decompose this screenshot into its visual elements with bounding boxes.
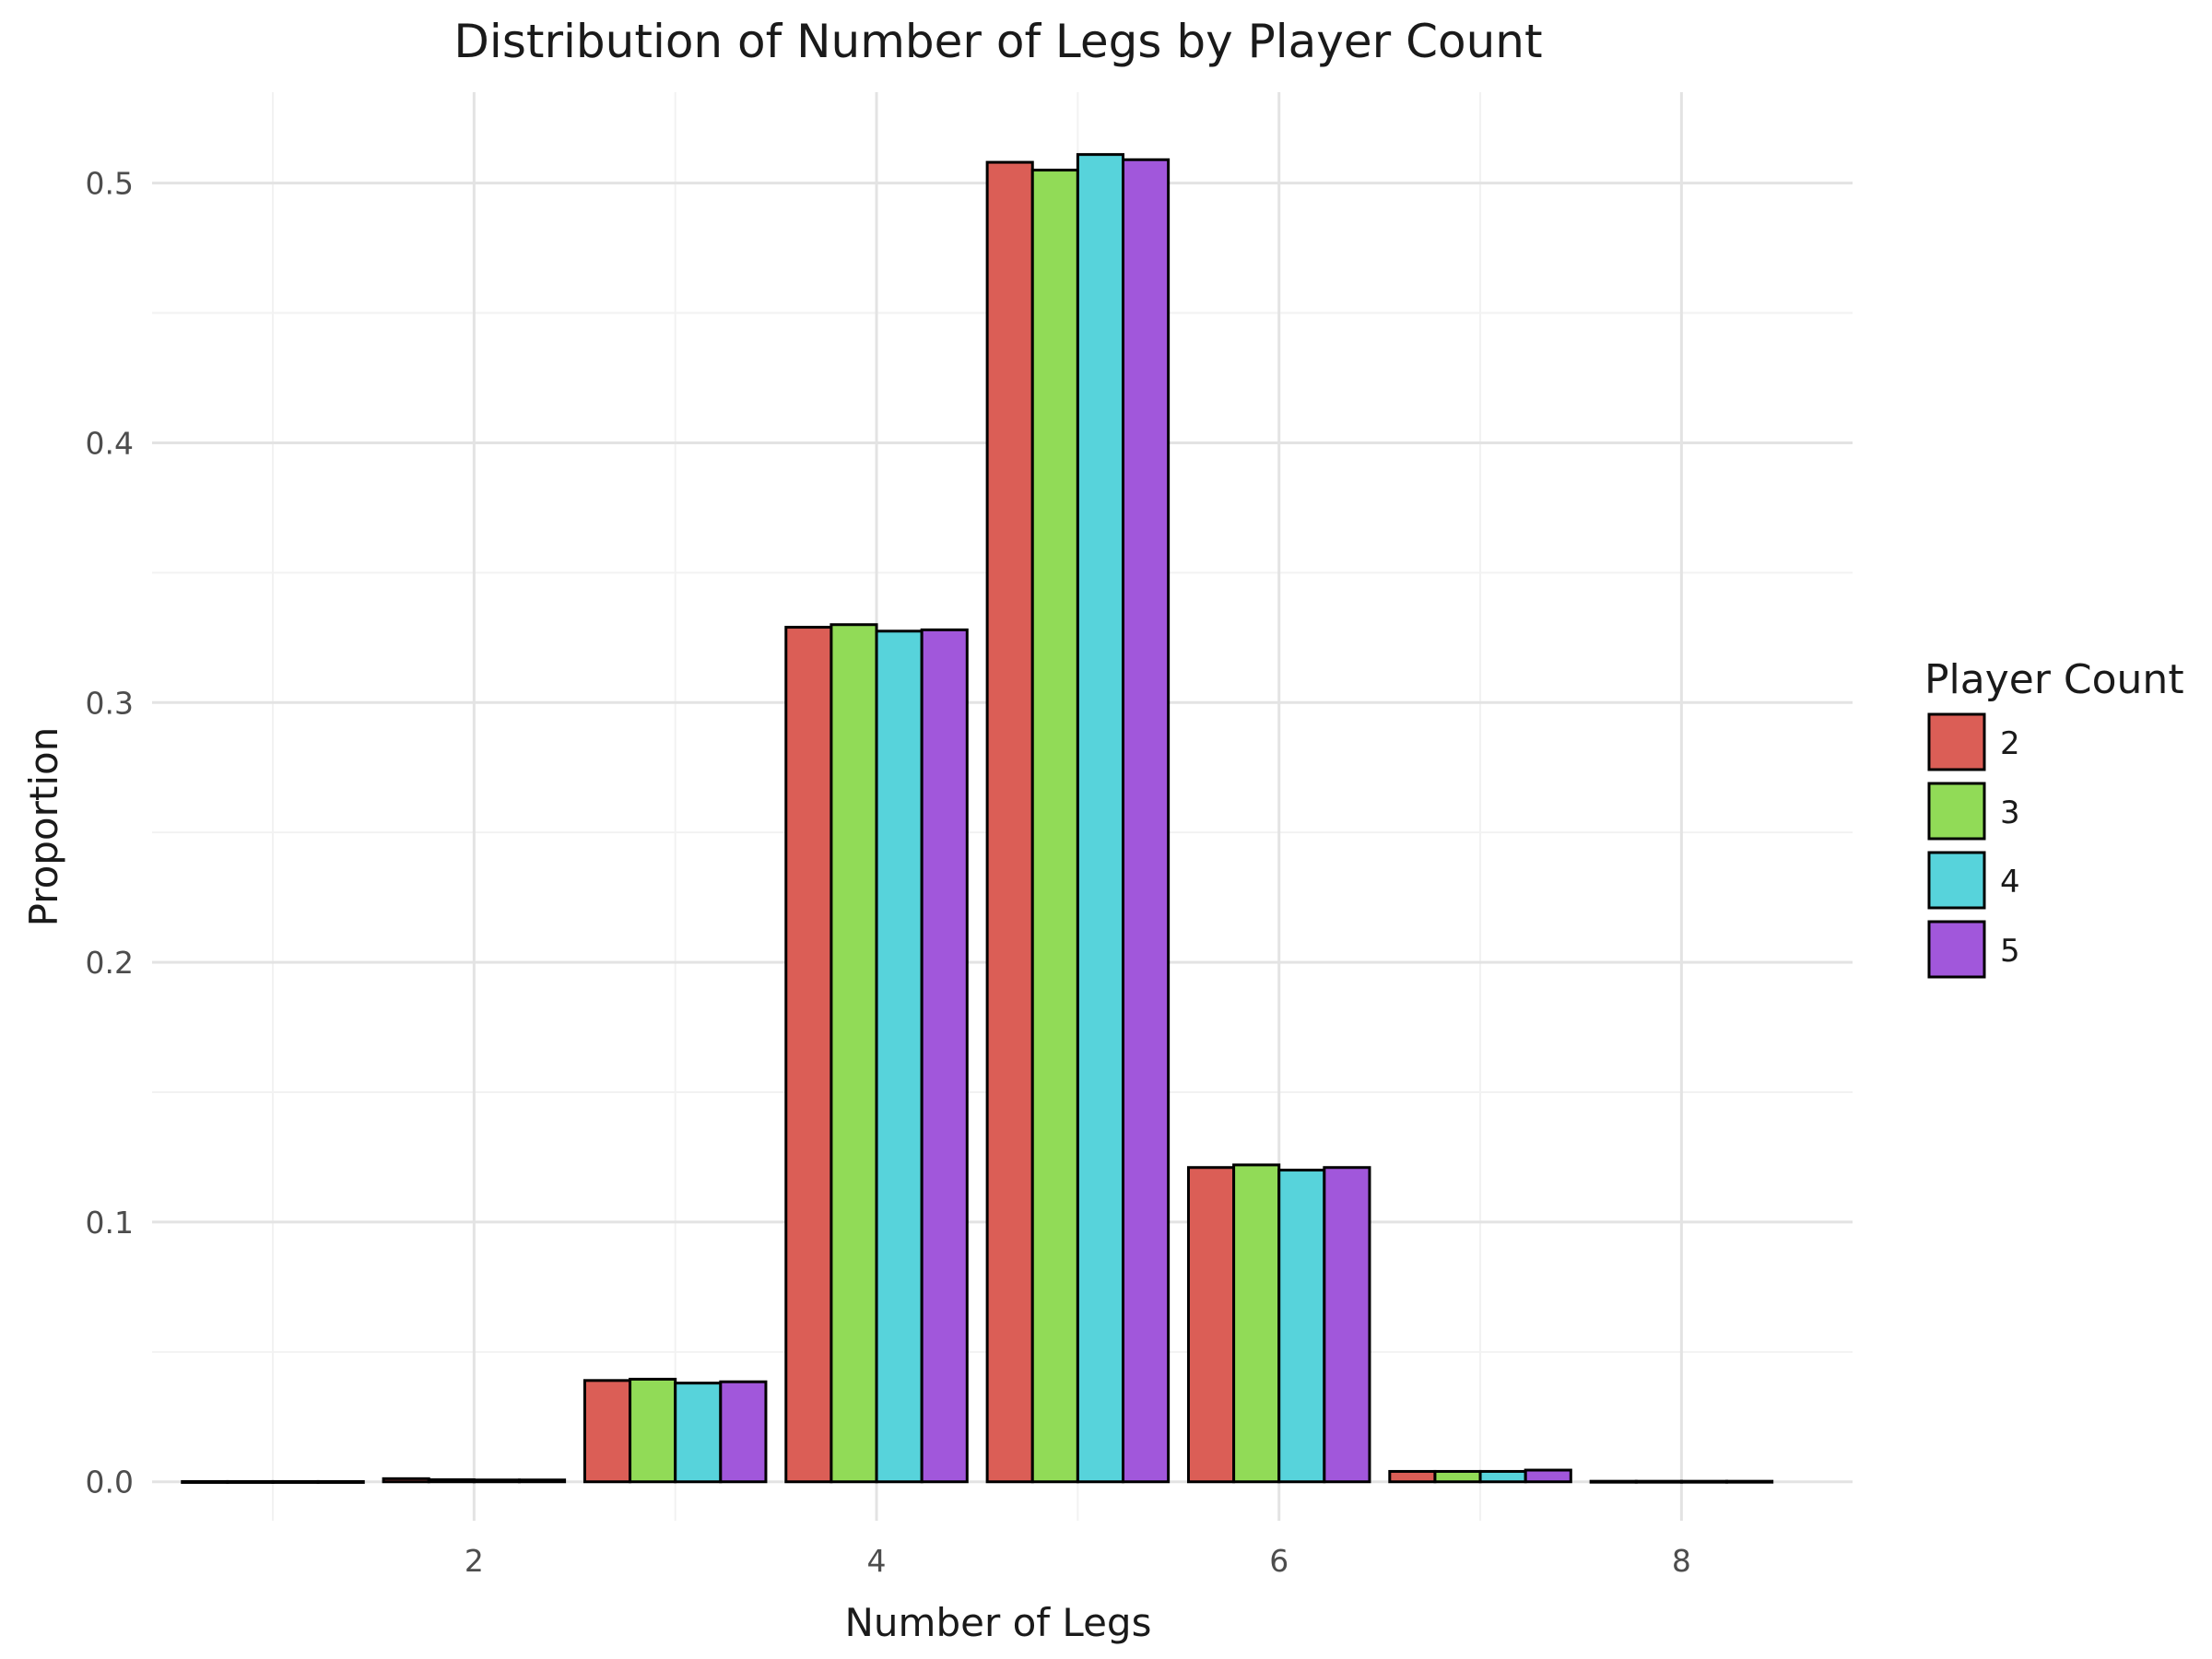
bar-legs-6-players-3 [1232, 1163, 1281, 1484]
chart-title: Distribution of Number of Legs by Player… [453, 15, 1542, 68]
bar-legs-3-players-3 [629, 1377, 677, 1484]
legend: Player Count 2 3 4 5 [1924, 656, 2184, 979]
y-tick-label: 0.2 [86, 945, 134, 981]
legend-label-4: 4 [2000, 864, 2020, 900]
bar-legs-4-players-2 [784, 626, 833, 1484]
bar-legs-5-players-5 [1122, 158, 1171, 1484]
bar-legs-1-players-4 [271, 1479, 320, 1484]
y-tick-label: 0.4 [86, 425, 134, 461]
legend-label-3: 3 [2000, 794, 2020, 831]
y-tick-label: 0.1 [86, 1205, 134, 1241]
bar-legs-5-players-4 [1076, 153, 1125, 1484]
legend-title: Player Count [1924, 656, 2184, 703]
bar-legs-2-players-2 [382, 1477, 430, 1484]
y-axis-label: Proportion [21, 727, 66, 927]
bar-legs-4-players-3 [830, 623, 878, 1484]
bar-legs-7-players-4 [1478, 1469, 1527, 1484]
bar-legs-8-players-2 [1589, 1479, 1638, 1484]
bars-layer [181, 153, 1774, 1484]
bar-legs-4-players-4 [875, 629, 924, 1484]
bar-legs-2-players-4 [472, 1478, 521, 1484]
x-tick-label: 4 [867, 1543, 887, 1579]
bar-legs-7-players-3 [1433, 1469, 1482, 1484]
y-tick-label: 0.0 [86, 1465, 134, 1500]
bar-legs-3-players-5 [719, 1380, 768, 1484]
legend-label-2: 2 [2000, 725, 2020, 762]
x-axis-label: Number of Legs [845, 1600, 1152, 1645]
x-tick-label: 6 [1269, 1543, 1288, 1579]
x-tick-label: 2 [465, 1543, 484, 1579]
legend-items: 2 3 4 5 [1927, 712, 2020, 979]
bar-legs-6-players-4 [1277, 1169, 1326, 1484]
y-tick-label: 0.3 [86, 685, 134, 721]
bar-legs-6-players-2 [1186, 1166, 1236, 1484]
bar-legs-3-players-2 [582, 1379, 632, 1484]
bar-legs-8-players-5 [1725, 1479, 1774, 1484]
bar-legs-2-players-3 [427, 1477, 476, 1484]
bar-legs-8-players-4 [1679, 1479, 1729, 1484]
legend-swatch-4 [1927, 851, 1986, 910]
y-tick-label: 0.5 [86, 166, 134, 202]
bar-legs-1-players-3 [226, 1479, 275, 1484]
bar-legs-7-players-5 [1524, 1468, 1572, 1484]
bar-legs-5-players-3 [1030, 169, 1079, 1484]
bar-legs-4-players-5 [920, 628, 969, 1484]
bar-legs-6-players-5 [1323, 1166, 1371, 1484]
legend-label-5: 5 [2000, 933, 2020, 970]
bar-legs-1-players-2 [181, 1479, 229, 1484]
bar-legs-3-players-4 [674, 1382, 723, 1484]
bar-legs-2-players-5 [517, 1478, 567, 1484]
bar-legs-5-players-2 [985, 160, 1034, 1484]
x-axis-ticks: 2 4 6 8 [465, 1543, 1691, 1579]
legend-swatch-3 [1927, 782, 1986, 841]
bar-legs-1-players-5 [316, 1479, 365, 1484]
legend-swatch-5 [1927, 920, 1986, 979]
bar-legs-7-players-2 [1388, 1469, 1437, 1484]
x-tick-label: 8 [1672, 1543, 1691, 1579]
legend-swatch-2 [1927, 712, 1986, 771]
bar-legs-8-players-3 [1634, 1479, 1683, 1484]
y-axis-ticks: 0.0 0.1 0.2 0.3 0.4 0.5 [86, 166, 134, 1500]
